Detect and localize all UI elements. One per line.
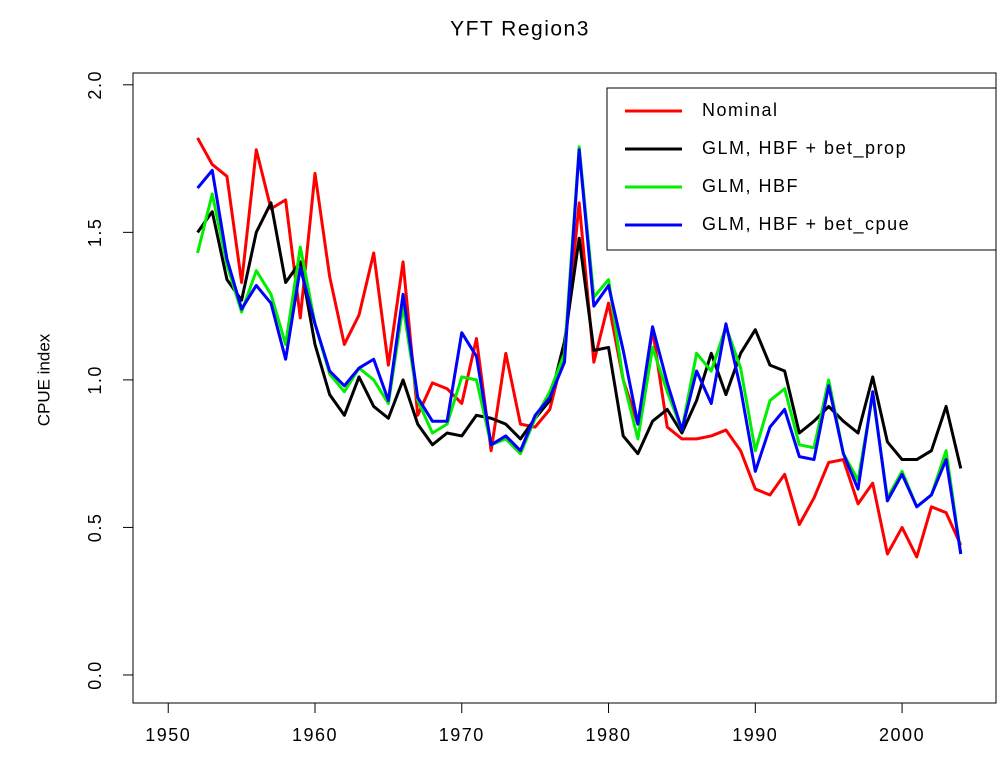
x-tick-label: 1960 — [292, 725, 338, 745]
x-tick-label: 1980 — [586, 725, 632, 745]
legend-label: GLM, HBF + bet_prop — [702, 138, 907, 159]
legend-label: Nominal — [702, 100, 779, 120]
y-tick-label: 0.0 — [85, 660, 105, 690]
x-tick-label: 1990 — [732, 725, 778, 745]
series-line — [196, 137, 963, 559]
y-tick-label: 1.0 — [85, 365, 105, 395]
y-axis-label: CPUE index — [34, 333, 53, 426]
y-tick-label: 0.5 — [85, 513, 105, 543]
legend-box — [606, 87, 997, 251]
y-tick-label: 1.5 — [85, 218, 105, 248]
x-tick-label: 1950 — [145, 725, 191, 745]
chart-title: YFT Region3 — [450, 18, 590, 41]
legend-label: GLM, HBF — [702, 176, 799, 196]
x-tick-label: 1970 — [439, 725, 485, 745]
x-tick-label: 2000 — [879, 725, 925, 745]
legend-label: GLM, HBF + bet_cpue — [702, 214, 910, 235]
series-line — [196, 148, 963, 555]
y-tick-label: 2.0 — [85, 70, 105, 100]
